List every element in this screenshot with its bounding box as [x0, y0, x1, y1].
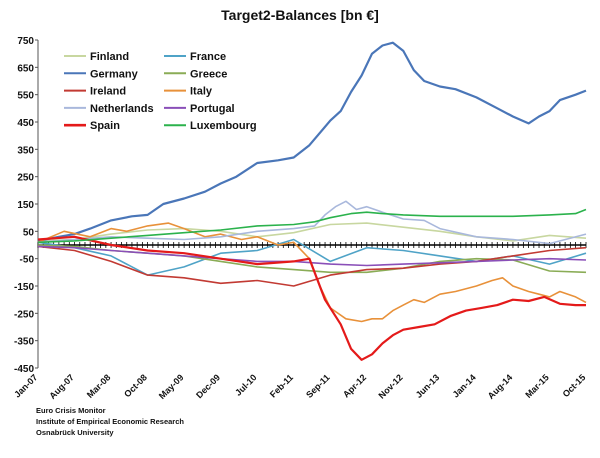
series-line-netherlands: [37, 200, 587, 245]
footer-line-1: Euro Crisis Monitor: [36, 406, 106, 415]
x-tick-label: Oct-15: [561, 372, 588, 399]
series-line-germany: [37, 41, 587, 242]
x-tick-label: May-09: [157, 372, 186, 401]
legend-label-italy: Italy: [190, 86, 213, 98]
x-tick-label: Apr-12: [341, 372, 368, 399]
x-tick-label: Nov-12: [376, 372, 404, 400]
legend-label-germany: Germany: [90, 68, 139, 80]
legend-label-portugal: Portugal: [190, 103, 235, 115]
y-tick-label: 250: [17, 173, 34, 184]
y-tick-label: -250: [14, 309, 34, 320]
y-tick-label: -450: [14, 364, 34, 375]
legend-label-netherlands: Netherlands: [90, 103, 154, 115]
x-tick-label: Aug-07: [47, 372, 76, 401]
x-tick-label: Dec-09: [194, 372, 222, 400]
x-tick-label: Feb-11: [268, 372, 295, 399]
y-axis: 750 650 550 450 350 250 150 50 -50 -150 -250 -350 -4…: [14, 36, 39, 375]
y-tick-label: 750: [17, 36, 34, 47]
legend-label-finland: Finland: [90, 51, 129, 63]
series-line-luxembourg: [37, 208, 587, 244]
legend-label-luxembourg: Luxembourg: [190, 120, 257, 132]
y-tick-label: -150: [14, 282, 34, 293]
series-line-spain: [37, 235, 586, 361]
series-line-italy: [37, 222, 587, 323]
y-tick-label: 450: [17, 118, 34, 129]
x-tick-label: Jan-07: [12, 372, 39, 399]
y-tick-label: -50: [20, 255, 35, 266]
y-tick-label: 350: [17, 145, 34, 156]
legend: Finland France Germany Greece Ireland Italy Ne…: [64, 51, 257, 132]
footer: Euro Crisis Monitor Institute of Empiric…: [36, 405, 184, 438]
footer-line-3: Osnabrück University: [36, 428, 114, 437]
x-tick-label: Sep-11: [304, 372, 332, 400]
y-tick-label: 550: [17, 91, 34, 102]
x-tick-label: Mar-08: [85, 372, 113, 400]
y-tick-label: 150: [17, 200, 34, 211]
series-line-ireland: [37, 245, 587, 287]
y-tick-label: 650: [17, 63, 34, 74]
legend-label-spain: Spain: [90, 120, 120, 132]
x-tick-label: Jun-13: [414, 372, 442, 400]
y-tick-label: -350: [14, 337, 34, 348]
x-tick-label: Jul-10: [233, 372, 258, 397]
chart-title: Target2-Balances [bn €]: [221, 7, 379, 23]
legend-label-ireland: Ireland: [90, 86, 126, 98]
legend-label-greece: Greece: [190, 68, 227, 80]
legend-label-france: France: [190, 51, 226, 63]
x-tick-label: Jan-14: [451, 372, 478, 399]
x-axis: Jan-07 Aug-07 Mar-08 Oct-08 May-09 Dec-09 Jul-…: [12, 242, 587, 401]
series-group: [37, 41, 587, 361]
x-tick-label: Oct-08: [122, 372, 149, 399]
x-tick-label: Mar-15: [523, 372, 551, 400]
footer-line-2: Institute of Empirical Economic Research: [36, 417, 184, 426]
x-tick-label: Aug-14: [486, 372, 515, 401]
y-tick-label: 50: [23, 227, 35, 238]
